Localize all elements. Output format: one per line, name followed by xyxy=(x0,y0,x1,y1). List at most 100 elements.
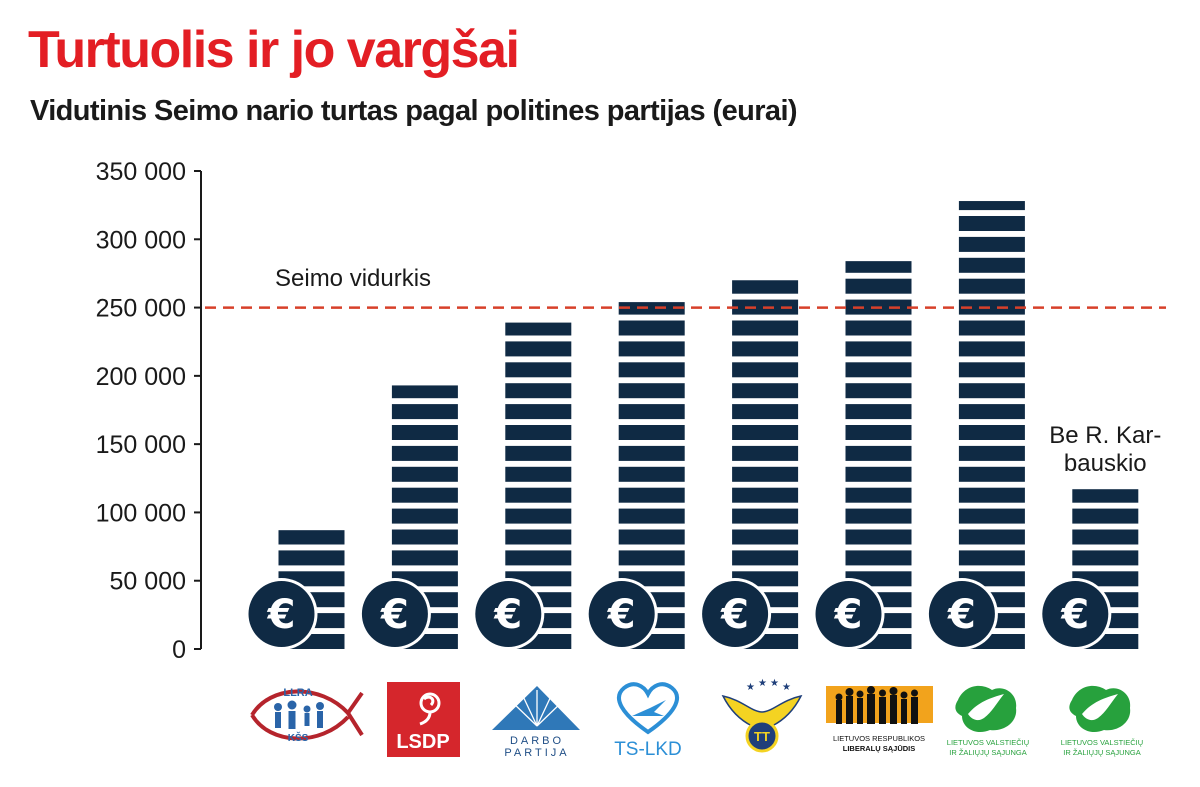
bar-segment xyxy=(391,550,458,566)
svg-text:★: ★ xyxy=(770,678,779,689)
bar-segment xyxy=(732,508,799,524)
bar-segment xyxy=(958,487,1025,503)
logo-tslkd-text: TS-LKD xyxy=(614,739,682,760)
bar-segment xyxy=(278,530,345,545)
y-tick-label: 200 000 xyxy=(96,363,186,391)
y-tick-label: 150 000 xyxy=(96,431,186,459)
coin-face xyxy=(1042,581,1109,647)
eagle-icon xyxy=(721,694,803,735)
logo-llra: LLRA KŠS xyxy=(250,687,364,744)
bar-segment xyxy=(505,404,572,420)
y-tick-label: 250 000 xyxy=(96,295,186,323)
euro-coin-icon: € xyxy=(245,578,318,650)
logo-lrls-line1: LIETUVOS RESPUBLIKOS xyxy=(833,734,925,743)
bar-segment xyxy=(845,445,912,461)
bar-segment xyxy=(618,362,685,378)
bar-segment xyxy=(1072,508,1139,524)
svg-text:★: ★ xyxy=(746,682,755,693)
bar-segment xyxy=(732,383,799,399)
bar: € xyxy=(358,385,458,650)
bar-segment xyxy=(505,529,572,545)
bar-segment xyxy=(958,278,1025,294)
bar-segment xyxy=(618,404,685,420)
logo-lvzs-2: LIETUVOS VALSTIEČIŲ IR ŽALIŲJŲ SĄJUNGA xyxy=(1061,685,1143,757)
bar-segment xyxy=(958,445,1025,461)
bar-segment xyxy=(732,320,799,336)
euro-coin-icon: € xyxy=(812,578,885,650)
logo-llra-top: LLRA xyxy=(283,687,312,699)
logo-lvzs-1-line2: IR ŽALIŲJŲ SĄJUNGA xyxy=(949,748,1027,757)
party-logos: LLRA KŠS LSDP DARBO PARTIJA xyxy=(250,678,1143,760)
heart-icon xyxy=(617,682,679,735)
euro-glyph: € xyxy=(607,592,636,638)
bar-segment xyxy=(845,341,912,357)
annotation-label: bauskio xyxy=(1064,450,1147,477)
bar-segment xyxy=(505,487,572,503)
bar-segment xyxy=(732,341,799,357)
rose-icon xyxy=(419,692,441,726)
bar-segment xyxy=(845,362,912,378)
bar: € xyxy=(1039,489,1139,650)
bar-segment xyxy=(958,550,1025,566)
bar-segment xyxy=(1072,529,1139,545)
bar-segment xyxy=(845,383,912,399)
euro-glyph: € xyxy=(493,592,522,638)
bar-segment xyxy=(958,257,1025,273)
bar-segment xyxy=(845,261,912,273)
bar-segment xyxy=(845,278,912,294)
euro-coin-icon: € xyxy=(358,578,431,650)
logo-lvzs-2-line2: IR ŽALIŲJŲ SĄJUNGA xyxy=(1063,748,1141,757)
bar-segment xyxy=(958,404,1025,420)
bar-segment xyxy=(505,445,572,461)
bar: € xyxy=(812,261,912,650)
bar-segment xyxy=(278,550,345,566)
bar-segment xyxy=(958,320,1025,336)
bar-segment xyxy=(958,508,1025,524)
bar-segment xyxy=(618,425,685,440)
bar-segment xyxy=(618,508,685,524)
coin-face xyxy=(361,581,428,647)
euro-glyph: € xyxy=(834,592,863,638)
logo-tslkd: TS-LKD xyxy=(614,682,682,760)
bar-segment xyxy=(732,445,799,461)
bar-segment xyxy=(845,487,912,503)
y-tick-label: 100 000 xyxy=(96,499,186,527)
logo-lsdp-text: LSDP xyxy=(396,731,449,753)
coin-face xyxy=(588,581,655,647)
fish-icon xyxy=(250,689,364,741)
logo-darbo: DARBO PARTIJA xyxy=(492,686,580,759)
dove-icon xyxy=(1082,694,1118,721)
bar-segment xyxy=(958,341,1025,357)
bar-segment xyxy=(391,445,458,461)
bar-segment xyxy=(845,466,912,482)
euro-glyph: € xyxy=(1060,592,1089,638)
bar-segment xyxy=(618,302,685,315)
y-tick-label: 50 000 xyxy=(110,568,186,596)
svg-text:★: ★ xyxy=(758,678,767,689)
bar-segment xyxy=(958,362,1025,378)
bar-segment xyxy=(1072,550,1139,566)
people-silhouettes-icon xyxy=(835,686,918,724)
logo-lvzs-1: LIETUVOS VALSTIEČIŲ IR ŽALIŲJŲ SĄJUNGA xyxy=(947,685,1029,757)
chart-subtitle: Vidutinis Seimo nario turtas pagal polit… xyxy=(30,95,798,127)
y-tick-label: 300 000 xyxy=(96,226,186,254)
euro-coin-icon: € xyxy=(1039,578,1112,650)
y-axis: 0 50 000 100 000 150 000 200 000 250 000 300 0… xyxy=(96,158,202,664)
bar-segment xyxy=(958,383,1025,399)
bar-segment xyxy=(958,466,1025,482)
euro-glyph: € xyxy=(947,592,976,638)
bar-segment xyxy=(845,550,912,566)
euro-coin-icon: € xyxy=(472,578,545,650)
bar: € xyxy=(472,322,572,650)
bar-segment xyxy=(618,466,685,482)
annotations: Be R. Kar-bauskio xyxy=(1049,422,1161,477)
bar-segment xyxy=(505,341,572,357)
bar: € xyxy=(245,530,345,650)
chart-title: Turtuolis ir jo vargšai xyxy=(28,21,520,79)
bar-segment xyxy=(732,404,799,420)
bar-segment xyxy=(505,425,572,440)
bar-segment xyxy=(618,383,685,399)
bar-segment xyxy=(391,508,458,524)
logo-lvzs-1-line1: LIETUVOS VALSTIEČIŲ xyxy=(947,738,1029,747)
bar-segment xyxy=(845,320,912,336)
